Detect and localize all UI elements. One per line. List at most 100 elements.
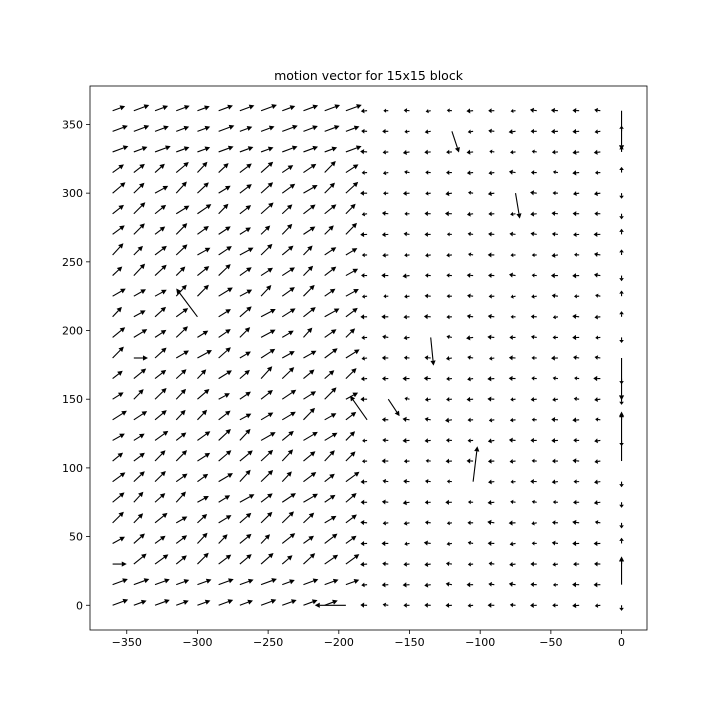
vector-arrow — [508, 520, 516, 526]
vector-arrow — [345, 514, 357, 524]
vector-arrow — [345, 248, 358, 256]
vector-arrow — [619, 249, 624, 255]
vector-arrow — [260, 348, 276, 359]
vector-arrow — [424, 561, 431, 567]
vector-arrow — [381, 232, 389, 238]
vector-arrow — [133, 310, 146, 318]
vector-arrow — [509, 561, 516, 567]
vector-arrow — [154, 145, 171, 153]
vector-arrow — [552, 376, 559, 381]
vector-arrow — [594, 603, 601, 608]
vector-arrow — [619, 537, 624, 544]
vector-arrow — [487, 458, 495, 464]
vector-arrow — [425, 253, 431, 258]
vector-arrow — [133, 578, 150, 586]
vector-arrow — [239, 512, 252, 524]
vector-arrow — [467, 499, 474, 505]
vector-arrow — [381, 210, 389, 216]
vector-arrow — [218, 226, 231, 235]
vector-arrow — [133, 491, 144, 503]
vector-arrow — [154, 369, 167, 380]
vector-arrow — [218, 370, 232, 380]
vector-arrow — [218, 203, 229, 215]
vector-arrow — [424, 211, 431, 217]
vector-arrow — [510, 294, 516, 299]
vector-arrow — [619, 440, 624, 447]
vector-arrow — [197, 105, 210, 112]
vector-arrow — [360, 602, 368, 608]
vector-arrow — [324, 308, 340, 318]
vector-arrow — [595, 417, 601, 422]
vector-arrow — [530, 170, 537, 175]
vector-arrow — [281, 430, 294, 441]
vector-arrow — [445, 458, 452, 464]
y-tick-label: 100 — [62, 462, 83, 475]
vector-arrow — [403, 335, 410, 341]
vector-arrow — [446, 170, 452, 175]
vector-arrow — [112, 578, 128, 586]
vector-arrow — [303, 104, 319, 112]
vector-arrow — [133, 553, 147, 565]
vector-arrow — [324, 104, 341, 112]
vector-arrow — [197, 599, 211, 606]
vector-arrow — [382, 437, 389, 443]
vector-arrow — [218, 393, 230, 400]
vector-arrow — [345, 307, 358, 318]
vector-arrow — [508, 375, 516, 382]
vector-arrow — [239, 227, 251, 235]
vector-arrow — [531, 294, 537, 299]
vector-arrow — [239, 247, 254, 256]
vector-arrow — [175, 181, 187, 194]
vector-arrow — [218, 246, 232, 256]
vector-arrow — [345, 368, 357, 379]
vector-arrow — [404, 396, 410, 401]
vector-arrow — [619, 275, 624, 282]
vector-arrow — [112, 243, 124, 256]
vector-arrow — [402, 273, 410, 279]
vector-arrow — [197, 431, 211, 441]
vector-arrow — [467, 376, 474, 382]
vector-arrow — [314, 602, 346, 608]
vector-arrow — [424, 602, 431, 608]
vector-arrow — [424, 355, 431, 361]
vector-arrow — [445, 561, 452, 567]
vector-arrow — [303, 391, 317, 400]
y-tick-label: 150 — [62, 393, 83, 406]
vector-arrow — [530, 314, 537, 320]
vector-arrow — [281, 287, 295, 297]
vector-arrow — [510, 108, 516, 114]
vector-arrow — [239, 289, 253, 297]
x-tick-label: −300 — [182, 636, 212, 649]
vector-arrow — [345, 451, 356, 462]
vector-arrow — [574, 294, 580, 299]
vector-arrow — [154, 204, 167, 215]
vector-arrow — [467, 231, 474, 237]
vector-arrow — [573, 438, 580, 443]
vector-arrow — [197, 452, 211, 462]
vector-arrow — [361, 582, 368, 588]
vector-arrow — [423, 314, 431, 320]
vector-arrow — [176, 146, 190, 153]
vector-arrow — [303, 512, 315, 524]
vector-arrow — [551, 231, 558, 237]
vector-arrow — [403, 108, 410, 113]
vector-arrow — [360, 561, 368, 567]
vector-arrow — [260, 578, 277, 586]
vector-arrow — [324, 599, 338, 606]
vector-arrow — [239, 599, 253, 606]
vector-arrow — [345, 125, 360, 132]
vector-arrow — [487, 313, 495, 319]
vector-arrow — [552, 315, 559, 320]
vector-arrow — [446, 479, 452, 484]
vector-arrow — [324, 204, 337, 215]
vector-arrow — [531, 521, 537, 526]
vector-arrow — [303, 265, 314, 276]
vector-arrow — [360, 190, 368, 196]
vector-arrow — [260, 534, 271, 544]
vector-arrow — [510, 499, 516, 505]
vector-arrow — [133, 202, 146, 215]
vector-arrow — [239, 327, 251, 338]
vector-arrow — [572, 211, 580, 217]
vector-arrow — [466, 272, 474, 278]
vector-arrow — [260, 449, 274, 462]
